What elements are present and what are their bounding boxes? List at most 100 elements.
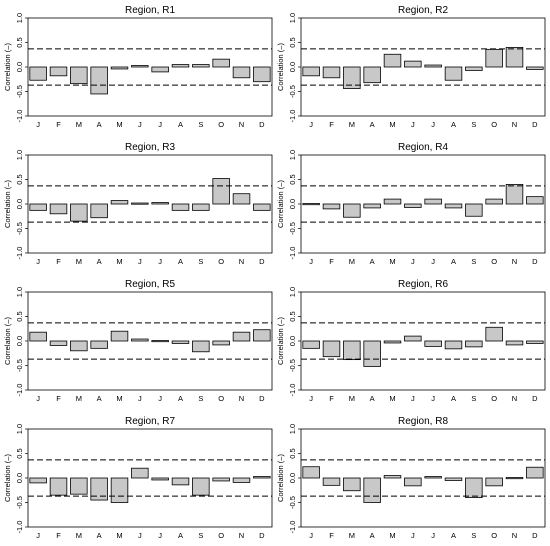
y-axis-label: Correlation (–) [276, 180, 285, 228]
x-tick-label: D [532, 257, 538, 266]
x-tick-label: A [97, 120, 102, 129]
bar-M [383, 53, 402, 68]
x-tick-label: D [259, 257, 265, 266]
panel-1: Region, R1 1.0 0.5 0.0 -0.5 -1.0 Correlation (… [3, 5, 273, 129]
y-axis-label: Correlation (–) [3, 317, 12, 365]
x-tick-label: J [36, 531, 40, 540]
x-tick-label: M [76, 531, 82, 540]
panel-title: Region, R5 [125, 279, 175, 290]
x-tick-label: A [451, 257, 456, 266]
y-axis-label: Correlation (–) [3, 180, 12, 228]
x-tick-label: A [97, 257, 102, 266]
bar-M [110, 66, 129, 70]
bar-F [49, 340, 68, 346]
x-tick-label: N [512, 257, 517, 266]
x-tick-label: J [411, 257, 415, 266]
y-tick-label: -0.5 [288, 222, 297, 235]
y-tick-label: -1.0 [15, 384, 24, 397]
panel-title: Region, R3 [125, 142, 175, 153]
y-tick-label: 0.5 [15, 448, 24, 458]
bar-O [212, 58, 230, 68]
y-tick-label: 1.0 [15, 287, 24, 297]
bar-M [383, 198, 402, 205]
bar-D [253, 476, 271, 479]
y-tick-label: 0.5 [15, 37, 24, 47]
x-tick-label: J [36, 257, 40, 266]
y-tick-label: 0.0 [288, 336, 297, 346]
x-tick-label: J [309, 120, 313, 129]
x-tick-label: J [431, 257, 435, 266]
bar-J [131, 65, 149, 68]
bar-M [343, 66, 361, 89]
bar-A [363, 203, 381, 209]
x-tick-label: O [218, 120, 224, 129]
y-tick-label: 0.0 [15, 62, 24, 72]
bar-J [302, 340, 320, 349]
bar-J [404, 477, 422, 487]
y-tick-label: 0.5 [15, 174, 24, 184]
bar-N [505, 183, 524, 205]
x-tick-label: M [349, 257, 355, 266]
panel-title: Region, R1 [125, 5, 175, 16]
bar-N [505, 477, 524, 480]
x-tick-label: J [309, 257, 313, 266]
bar-F [322, 203, 341, 210]
x-tick-label: N [512, 394, 517, 403]
x-tick-label: N [512, 120, 517, 129]
panel-2: Region, R2 1.0 0.5 0.0 -0.5 -1.0 Correlation (… [276, 5, 546, 129]
bar-O [485, 477, 503, 487]
bar-D [526, 466, 544, 479]
bar-A [444, 66, 463, 81]
bar-D [253, 329, 271, 342]
y-tick-label: 1.0 [15, 424, 24, 434]
bar-M [343, 477, 361, 492]
bar-S [465, 203, 483, 217]
y-tick-label: -0.5 [15, 222, 24, 235]
bar-O [485, 326, 503, 342]
bar-J [424, 64, 442, 68]
y-tick-label: 0.0 [15, 199, 24, 209]
x-tick-label: J [158, 394, 162, 403]
x-tick-label: A [370, 394, 375, 403]
x-tick-label: M [349, 120, 355, 129]
bar-M [343, 340, 361, 361]
bar-D [253, 203, 271, 211]
x-tick-label: A [370, 531, 375, 540]
x-tick-label: N [239, 120, 244, 129]
x-tick-label: J [138, 257, 142, 266]
bar-M [383, 340, 402, 344]
panel-6: Region, R6 1.0 0.5 0.0 -0.5 -1.0 Correlation (… [276, 279, 546, 403]
bar-N [232, 477, 251, 483]
x-tick-label: A [370, 257, 375, 266]
y-tick-label: -0.5 [15, 496, 24, 509]
y-tick-label: -1.0 [15, 521, 24, 534]
x-tick-label: J [431, 531, 435, 540]
x-tick-label: F [329, 394, 334, 403]
bar-S [192, 64, 210, 68]
bar-M [70, 203, 88, 222]
bar-M [383, 475, 402, 479]
panel-7: Region, R7 1.0 0.5 0.0 -0.5 -1.0 Correlation (… [3, 416, 273, 540]
bar-A [171, 64, 190, 68]
bar-A [90, 340, 108, 349]
x-tick-label: O [218, 531, 224, 540]
bar-F [49, 66, 68, 77]
y-axis-label: Correlation (–) [276, 454, 285, 502]
x-tick-label: M [349, 394, 355, 403]
x-tick-label: N [239, 531, 244, 540]
bar-D [526, 196, 544, 205]
panel-4: Region, R4 1.0 0.5 0.0 -0.5 -1.0 Correlation (… [276, 142, 546, 266]
x-tick-label: S [471, 394, 476, 403]
y-tick-label: 0.0 [288, 473, 297, 483]
x-tick-label: M [389, 394, 395, 403]
x-tick-label: N [239, 257, 244, 266]
bar-F [49, 477, 68, 496]
y-tick-label: -1.0 [288, 521, 297, 534]
y-tick-label: 1.0 [288, 424, 297, 434]
x-tick-label: A [178, 394, 183, 403]
x-tick-label: D [532, 531, 538, 540]
x-tick-label: O [218, 394, 224, 403]
x-tick-label: D [259, 120, 265, 129]
x-tick-label: J [431, 394, 435, 403]
